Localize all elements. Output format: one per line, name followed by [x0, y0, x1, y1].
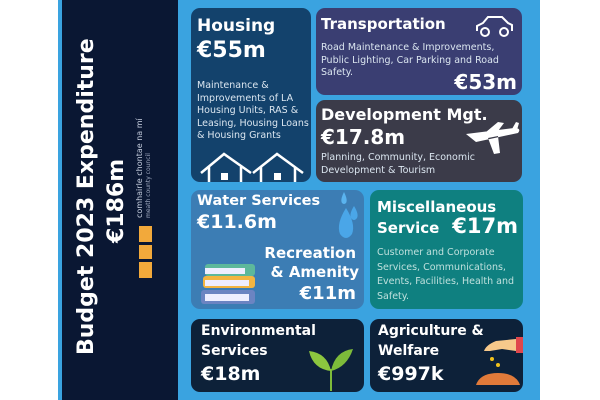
logo-text-english: meath county council [145, 153, 152, 218]
tile-title: Services [201, 343, 268, 359]
water-drops-icon [338, 192, 358, 238]
tile-description: Road Maintenance & Improvements, Public … [321, 42, 499, 78]
tile-title: Welfare [378, 343, 440, 359]
tile-title: Housing [197, 16, 276, 36]
council-logo-icon [139, 226, 152, 281]
tile-water-recreation: Water Services €11.6m Recreation & Ameni… [191, 190, 364, 309]
tile-amount: €55m [197, 38, 266, 63]
tile-title: Miscellaneous [377, 198, 497, 216]
tile-amount: €17m [452, 214, 518, 238]
tile-title: Environmental [201, 323, 316, 339]
tile-agriculture: Agriculture & Welfare €997k [370, 319, 523, 392]
total-amount: €186m [104, 158, 129, 243]
books-icon [201, 264, 255, 304]
tile-amount: €11m [299, 283, 356, 304]
tile-miscellaneous: Miscellaneous Service €17m Customer and … [370, 190, 523, 309]
car-icon [476, 16, 513, 37]
houses-icon [200, 152, 304, 182]
tile-amount: €17.8m [321, 125, 406, 149]
tile-description: Planning, Community, Economic Developmen… [321, 152, 475, 176]
page-title: Budget 2023 Expenditure [74, 38, 99, 355]
tile-title: Development Mgt. [321, 105, 488, 124]
tile-housing: Housing €55m Maintenance & Improvements … [191, 8, 311, 182]
tile-title: Water Services [197, 193, 321, 209]
tile-transportation: Transportation Road Maintenance & Improv… [316, 8, 522, 95]
logo-text-irish: comhairle chontae na mí [135, 118, 144, 218]
tile-amount: €18m [201, 363, 261, 385]
tile-development: Development Mgt. €17.8m Planning, Commun… [316, 100, 522, 182]
tile-description: Customer and Corporate Services, Communi… [377, 247, 515, 302]
tile-amount: €997k [378, 363, 444, 385]
sidebar: Budget 2023 Expenditure €186m comhairle … [62, 0, 178, 400]
tile-title: Transportation [321, 15, 446, 33]
tile-title: Service [377, 219, 440, 237]
tile-title: & Amenity [270, 263, 359, 281]
hand-seeds-icon [476, 337, 523, 385]
tile-amount: €53m [454, 70, 517, 94]
airplane-icon [466, 122, 520, 154]
tile-title: Recreation [264, 244, 356, 262]
tile-amount: €11.6m [197, 211, 277, 233]
tile-description: Maintenance & Improvements of LA Housing… [197, 80, 309, 141]
infographic: Budget 2023 Expenditure €186m comhairle … [58, 0, 540, 400]
tile-environmental: Environmental Services €18m [191, 319, 364, 392]
tile-title: Agriculture & [378, 323, 484, 339]
plant-icon [309, 349, 353, 391]
